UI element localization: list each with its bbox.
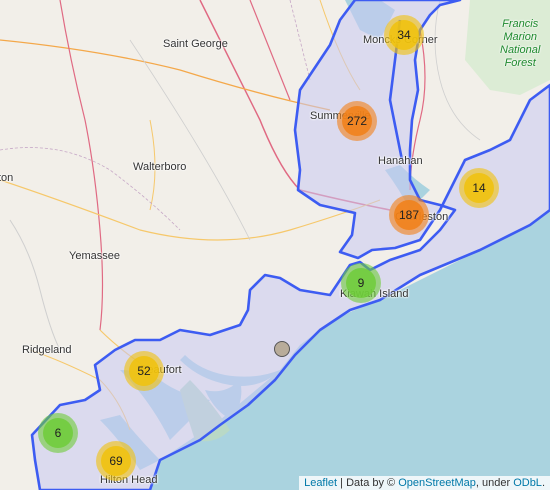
forest-label-line: Francis <box>502 18 539 30</box>
place-partial-left: ton <box>0 172 14 184</box>
forest-label: Francis Marion National Forest <box>500 18 540 70</box>
odbl-link[interactable]: ODbL <box>513 477 542 489</box>
cluster-moncks-corner[interactable]: 34 <box>384 15 424 55</box>
cluster-count: 272 <box>342 106 372 136</box>
place-hanahan: Hanahan <box>378 155 423 167</box>
cluster-hilton-head[interactable]: 69 <box>96 441 136 481</box>
cluster-mount-pleasant[interactable]: 14 <box>459 168 499 208</box>
forest-label-line: Forest <box>504 57 536 69</box>
leaflet-link[interactable]: Leaflet <box>304 477 338 489</box>
forest-label-line: Marion <box>503 31 537 43</box>
attribution-text: , under <box>475 477 514 489</box>
cluster-count: 34 <box>389 20 419 50</box>
place-saint-george: Saint George <box>163 38 228 50</box>
place-ridgeland: Ridgeland <box>22 344 72 356</box>
cluster-count: 9 <box>346 268 376 298</box>
cluster-count: 69 <box>101 446 131 476</box>
place-walterboro: Walterboro <box>133 161 187 173</box>
place-yemassee: Yemassee <box>69 250 120 262</box>
attribution-text: . <box>541 477 545 489</box>
cluster-kiawah[interactable]: 9 <box>341 263 381 303</box>
cluster-summerville[interactable]: 272 <box>337 101 377 141</box>
cluster-count: 14 <box>464 173 494 203</box>
cluster-beaufort[interactable]: 52 <box>124 351 164 391</box>
cluster-charleston[interactable]: 187 <box>389 195 429 235</box>
attribution-text: | Data by © <box>337 477 399 489</box>
cluster-count: 52 <box>129 356 159 386</box>
osm-link[interactable]: OpenStreetMap <box>398 477 476 489</box>
map-marker[interactable] <box>274 341 290 357</box>
ocean <box>150 210 550 490</box>
forest-label-line: National <box>500 44 541 56</box>
cluster-count: 6 <box>43 418 73 448</box>
attribution: Leaflet | Data by © OpenStreetMap, under… <box>299 476 550 490</box>
cluster-count: 187 <box>394 200 424 230</box>
cluster-west[interactable]: 6 <box>38 413 78 453</box>
